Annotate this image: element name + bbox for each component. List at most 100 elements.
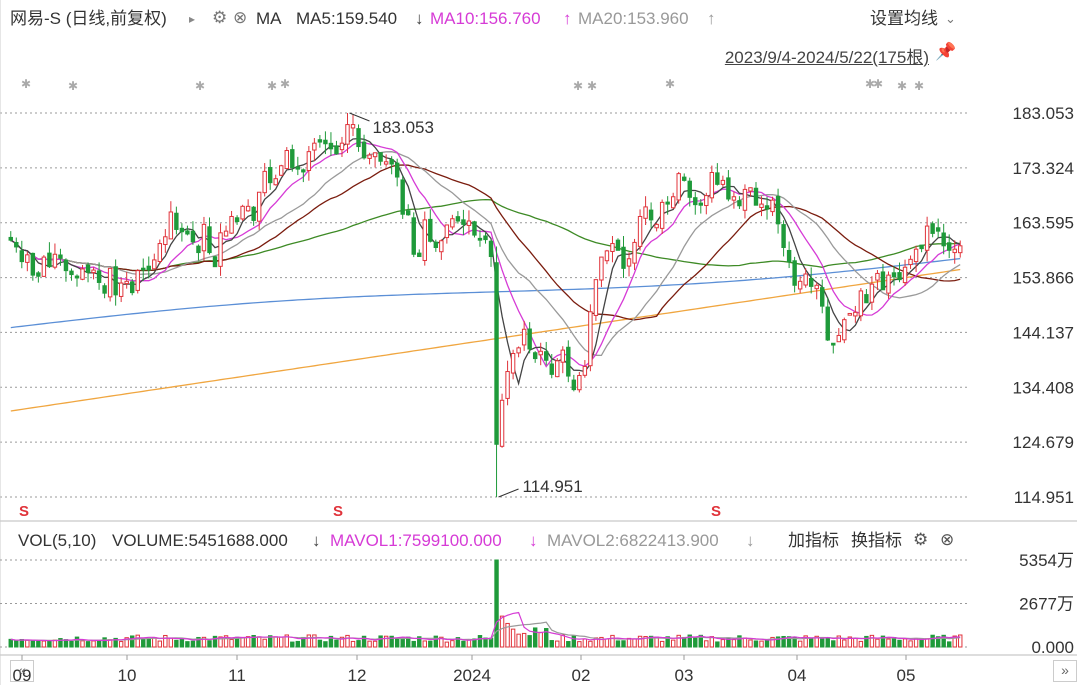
candle (941, 223, 946, 255)
date-range[interactable]: 2023/9/4-2024/5/22(175根) (724, 48, 929, 67)
volume-bar (428, 640, 433, 648)
candle-body (637, 215, 643, 247)
candle-body (831, 342, 836, 346)
candle (499, 393, 505, 448)
volume-bar (731, 639, 737, 648)
candle (709, 165, 715, 203)
add-indicator-button[interactable]: 加指标 (788, 531, 839, 550)
x-tick-label: 09 (13, 666, 32, 685)
candle (345, 113, 350, 153)
candle (212, 255, 218, 268)
volume-bar (417, 636, 422, 648)
volume-bar (499, 615, 505, 648)
candle (461, 209, 466, 236)
volume-bar (604, 638, 610, 648)
candle-body (279, 165, 284, 176)
candle-body (593, 279, 599, 316)
candle (820, 279, 825, 314)
candle (599, 256, 604, 287)
candle-body (891, 272, 897, 278)
scroll-right-icon[interactable]: » (1053, 660, 1077, 682)
candle-body (118, 282, 124, 297)
candle-body (345, 124, 350, 145)
candle (218, 223, 223, 276)
volume-bar (207, 640, 212, 648)
candle-body (135, 270, 140, 291)
volume-bar (682, 636, 687, 648)
candle-body (698, 202, 704, 206)
candle-body (422, 219, 427, 261)
candle-body (808, 277, 814, 287)
pin-icon[interactable]: 📌 (935, 42, 957, 61)
candle-body (157, 243, 163, 262)
candle (582, 360, 588, 378)
candle-body (146, 265, 151, 271)
volume-bar (472, 638, 477, 648)
candle (207, 217, 212, 255)
y-tick-label: 114.951 (1014, 488, 1074, 507)
volume-bar (102, 637, 107, 648)
volume-bar (47, 640, 52, 648)
candle-body (582, 365, 588, 376)
candle-body (223, 230, 229, 237)
candle-body (406, 210, 411, 216)
close-circle-icon[interactable]: ⊗ (940, 530, 955, 549)
candle (372, 152, 378, 168)
candle (626, 252, 632, 277)
gear-icon[interactable]: ⚙ (212, 8, 228, 27)
candle-body (229, 215, 234, 234)
candle-body (886, 274, 891, 294)
candle (339, 136, 345, 157)
candle (190, 221, 196, 245)
candle-body (560, 349, 565, 363)
candle (831, 342, 836, 354)
candle-body (792, 260, 797, 286)
volume-bar (825, 637, 830, 648)
settings-ma-button[interactable]: 设置均线 (870, 9, 938, 28)
volume-bar (74, 636, 80, 648)
gear-icon[interactable]: ⚙ (913, 530, 929, 549)
x-tick-label: 10 (118, 666, 137, 685)
candle (682, 173, 687, 182)
chevron-down-icon[interactable]: ⌄ (945, 11, 956, 26)
candle-body (14, 241, 19, 248)
y-tick-label: 134.408 (1013, 378, 1074, 397)
candle (610, 235, 615, 263)
mavol2-value: MAVOL2:6822413.900 (547, 531, 719, 550)
volume-bar (129, 635, 135, 648)
candle (864, 289, 869, 304)
ma-label: MA (256, 9, 282, 28)
close-circle-icon[interactable]: ⊗ (233, 8, 248, 27)
volume-bar (256, 636, 262, 648)
volume-bar (637, 635, 643, 648)
scroll-left-icon[interactable]: « (10, 660, 34, 682)
volume-bar (549, 640, 554, 648)
candle-body (770, 199, 775, 213)
candle-body (731, 196, 737, 201)
volume-bar (212, 635, 218, 648)
candle-body (571, 379, 577, 391)
candle (428, 209, 433, 243)
candle-body (935, 227, 941, 232)
chart-header: 网易-S (日线,前复权) ▸ ⚙ ⊗ MA MA5:159.540 ↓ MA1… (0, 0, 1077, 36)
switch-indicator-button[interactable]: 换指标 (851, 531, 902, 550)
candle (566, 340, 571, 383)
candle-body (505, 371, 510, 399)
candle-body (74, 275, 80, 279)
candle (80, 264, 85, 281)
volume-bar (141, 638, 146, 648)
candle-body (444, 224, 450, 239)
candle-body (538, 350, 543, 356)
volume-bar (753, 640, 759, 648)
candle-body (356, 128, 361, 148)
candle-body (604, 250, 610, 262)
candle-body (786, 249, 792, 263)
volume-bar (803, 635, 808, 648)
candle-body (715, 172, 720, 185)
candle (648, 202, 654, 228)
play-triangle-icon[interactable]: ▸ (189, 12, 196, 26)
x-tick-label: 04 (788, 666, 807, 685)
volume-bar (290, 641, 295, 648)
candle-body (295, 166, 301, 170)
